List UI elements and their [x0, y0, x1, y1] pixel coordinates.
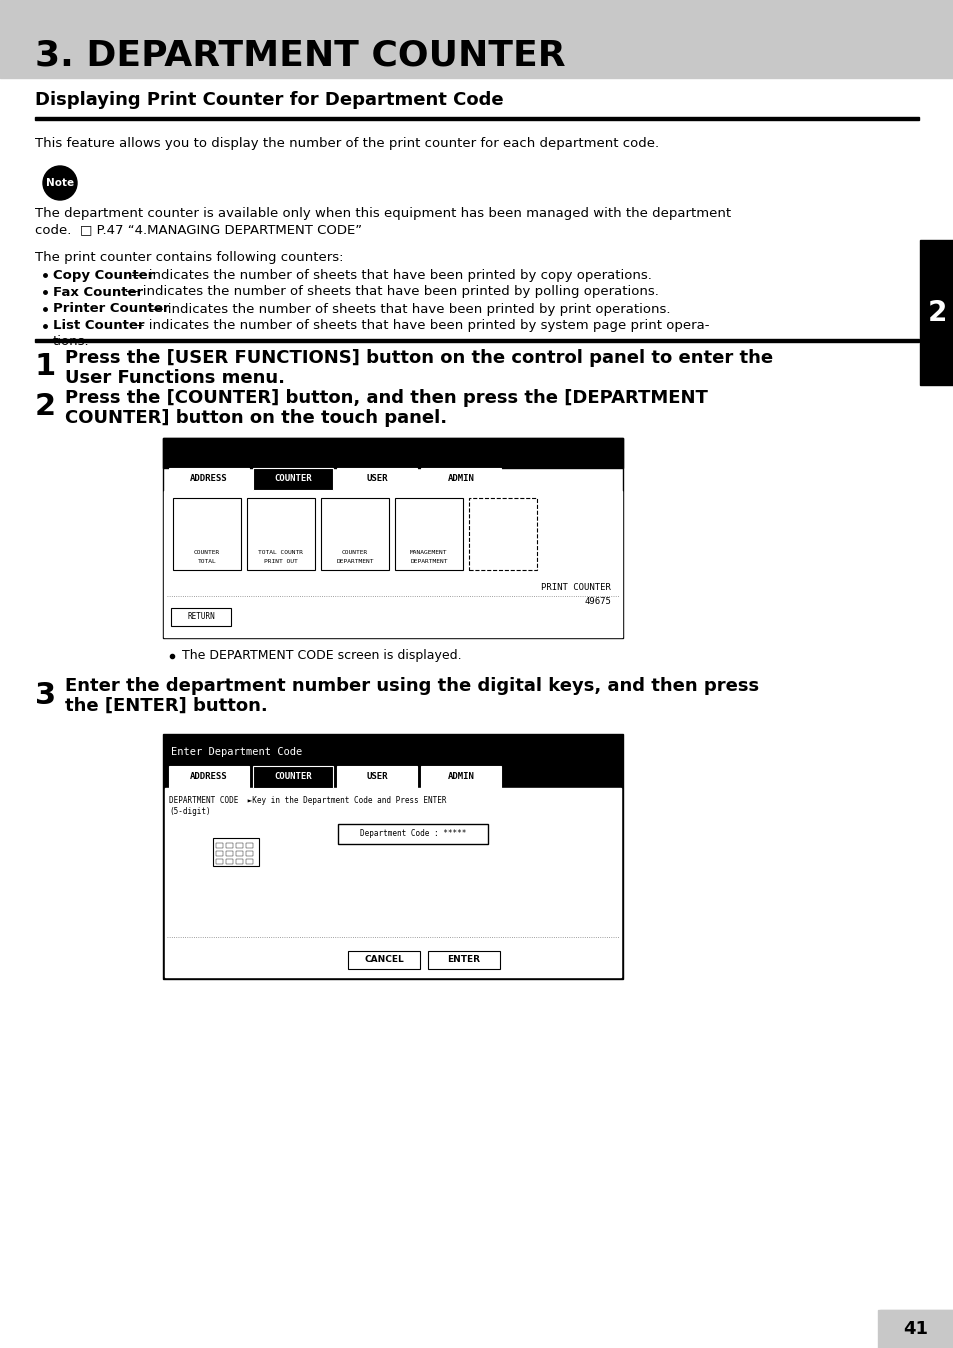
Bar [0, 0, 953, 78]
Text: USER: USER [366, 474, 387, 484]
Text: DEPARTMENT CODE  ►Key in the Department Code and Press ENTER: DEPARTMENT CODE ►Key in the Department C… [169, 797, 446, 806]
Text: COUNTER: COUNTER [341, 550, 368, 555]
Text: — indicates the number of sheets that have been printed by polling operations.: — indicates the number of sheets that ha… [121, 286, 659, 298]
Bar [226, 851, 233, 856]
Text: 49675: 49675 [583, 597, 610, 607]
Bar [215, 859, 223, 864]
Text: User Functions menu.: User Functions menu. [65, 369, 285, 387]
Text: The DEPARTMENT CODE screen is displayed.: The DEPARTMENT CODE screen is displayed. [182, 650, 461, 662]
Bar [235, 842, 243, 848]
Text: — indicates the number of sheets that have been printed by system page print ope: — indicates the number of sheets that ha… [128, 319, 709, 333]
Bar [235, 859, 243, 864]
Bar [35, 116, 918, 120]
Text: CANCEL: CANCEL [364, 956, 403, 965]
Text: COUNTER: COUNTER [193, 550, 220, 555]
Bar [428, 950, 499, 969]
Text: COUNTER: COUNTER [274, 772, 312, 782]
Text: Press the [COUNTER] button, and then press the [DEPARTMENT: Press the [COUNTER] button, and then pre… [65, 390, 707, 407]
Text: USER: USER [366, 772, 387, 782]
Text: MANAGEMENT: MANAGEMENT [410, 550, 447, 555]
Text: Copy Counter: Copy Counter [53, 268, 154, 282]
Text: Department Code : *****: Department Code : ***** [359, 829, 466, 838]
Text: 2: 2 [35, 392, 56, 422]
Bar [165, 789, 620, 977]
Text: TOTAL COUNTR: TOTAL COUNTR [258, 550, 303, 555]
Text: 3: 3 [35, 682, 56, 710]
Bar [348, 950, 419, 969]
Bar [879, 1310, 953, 1348]
Bar [163, 735, 622, 979]
Text: — indicates the number of sheets that have been printed by print operations.: — indicates the number of sheets that ha… [146, 302, 670, 315]
Bar [163, 438, 622, 638]
Bar [235, 851, 243, 856]
Text: 2: 2 [926, 299, 945, 328]
Bar [336, 468, 416, 491]
Text: the [ENTER] button.: the [ENTER] button. [65, 697, 268, 714]
Text: PRINT OUT: PRINT OUT [264, 559, 297, 565]
Text: Enter Department Code: Enter Department Code [171, 747, 302, 758]
Text: Note: Note [46, 178, 74, 187]
Bar [215, 851, 223, 856]
Bar [169, 468, 249, 491]
Text: 1: 1 [35, 352, 56, 381]
Bar [337, 824, 488, 844]
Bar [420, 766, 500, 789]
Text: ENTER: ENTER [447, 956, 480, 965]
Text: DEPARTMENT: DEPARTMENT [410, 559, 447, 565]
Bar [469, 497, 537, 570]
Text: ADMIN: ADMIN [447, 474, 474, 484]
Bar [877, 1310, 953, 1348]
Text: — indicates the number of sheets that have been printed by copy operations.: — indicates the number of sheets that ha… [128, 268, 652, 282]
Text: TOTAL: TOTAL [197, 559, 216, 565]
Text: COUNTER] button on the touch panel.: COUNTER] button on the touch panel. [65, 408, 447, 427]
Text: The department counter is available only when this equipment has been managed wi: The department counter is available only… [35, 206, 730, 220]
Circle shape [43, 166, 77, 200]
Text: DEPARTMENT: DEPARTMENT [335, 559, 374, 565]
Bar [246, 859, 253, 864]
Text: Fax Counter: Fax Counter [53, 286, 143, 298]
Bar [171, 608, 231, 625]
Bar [164, 491, 621, 638]
Text: 41: 41 [904, 1320, 927, 1339]
Bar [420, 468, 500, 491]
Bar [246, 851, 253, 856]
Text: PRINT COUNTER: PRINT COUNTER [540, 584, 610, 593]
Text: (5-digit): (5-digit) [169, 807, 211, 817]
Text: 41: 41 [902, 1320, 927, 1339]
Bar [163, 438, 622, 468]
Text: ADMIN: ADMIN [447, 772, 474, 782]
Text: Enter the department number using the digital keys, and then press: Enter the department number using the di… [65, 677, 759, 696]
Text: This feature allows you to display the number of the print counter for each depa: This feature allows you to display the n… [35, 136, 659, 150]
Text: 3. DEPARTMENT COUNTER: 3. DEPARTMENT COUNTER [35, 38, 565, 71]
Text: List Counter: List Counter [53, 319, 144, 333]
Bar [169, 766, 249, 789]
Bar [35, 338, 918, 342]
Bar [226, 859, 233, 864]
Text: COUNTER: COUNTER [274, 474, 312, 484]
Text: code.  □ P.47 “4.MANAGING DEPARTMENT CODE”: code. □ P.47 “4.MANAGING DEPARTMENT CODE… [35, 224, 362, 236]
Bar [172, 497, 241, 570]
Bar [247, 497, 314, 570]
Bar [336, 766, 416, 789]
Text: ADDRESS: ADDRESS [190, 772, 228, 782]
Bar [919, 240, 953, 386]
Bar [213, 838, 258, 865]
Text: Press the [USER FUNCTIONS] button on the control panel to enter the: Press the [USER FUNCTIONS] button on the… [65, 349, 772, 367]
Bar [253, 766, 333, 789]
Text: Printer Counter: Printer Counter [53, 302, 170, 315]
Bar [253, 468, 333, 491]
Text: tions.: tions. [53, 336, 90, 349]
Text: RETURN: RETURN [187, 612, 214, 621]
Text: Displaying Print Counter for Department Code: Displaying Print Counter for Department … [35, 92, 503, 109]
Bar [320, 497, 389, 570]
Text: ADDRESS: ADDRESS [190, 474, 228, 484]
Bar [246, 842, 253, 848]
Bar [395, 497, 462, 570]
Bar [226, 842, 233, 848]
Bar [215, 842, 223, 848]
Text: The print counter contains following counters:: The print counter contains following cou… [35, 252, 343, 264]
